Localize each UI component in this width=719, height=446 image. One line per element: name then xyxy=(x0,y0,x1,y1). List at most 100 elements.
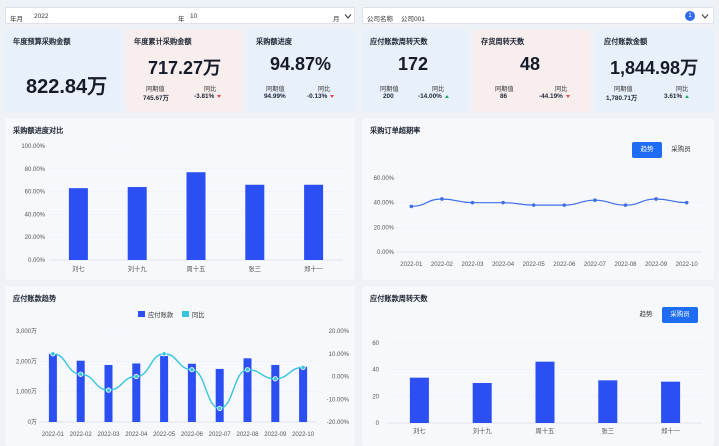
buyer-tab-button[interactable]: 采购员 xyxy=(662,307,698,323)
y-tick-label: 20.00% xyxy=(25,235,46,241)
month-value[interactable]: 10 xyxy=(190,13,198,20)
data-point xyxy=(684,200,689,205)
kpi-prev-label: 同期值 xyxy=(614,86,633,93)
x-tick-label: 2022-01 xyxy=(400,262,423,268)
y-tick-label: 0.00% xyxy=(28,258,46,264)
kpi-card-payable-amount: 应付账款金额 1,844.98万 同期值 1,780.71万 同比 3.61% xyxy=(596,30,714,112)
overdue-line-chart: 0.00% 20.00% 40.00% 60.00% 2022-01 2022-02 202… xyxy=(374,176,702,268)
bar xyxy=(472,383,492,423)
y-tick-label: 0.00% xyxy=(377,250,395,256)
bar xyxy=(243,358,252,422)
arrow-up-icon xyxy=(444,94,449,98)
bar xyxy=(535,361,555,423)
y-tick-label: 60.00% xyxy=(25,190,46,196)
data-point xyxy=(409,204,414,209)
y-tick-label-left: 0万 xyxy=(28,419,37,426)
bar xyxy=(598,380,618,423)
x-tick-label: 2022-03 xyxy=(461,262,484,268)
year-month-filter[interactable]: 年月 2022 年 10 月 xyxy=(5,7,355,24)
yoy-point xyxy=(272,376,278,382)
kpi-yoy: -14.00% xyxy=(418,93,449,100)
x-tick-label: 周十五 xyxy=(187,264,206,273)
trend-tab-button[interactable]: 趋势 xyxy=(632,142,662,158)
legend-bar-swatch xyxy=(138,311,145,317)
y-tick-label-right: -20.00% xyxy=(327,420,350,426)
y-tick-label-right: 10.00% xyxy=(329,352,350,358)
x-tick-label: 张三 xyxy=(249,264,262,273)
kpi-yoy-value: -0.13% xyxy=(307,93,328,100)
kpi-prev-value: 94.99% xyxy=(264,93,286,100)
panel-title: 采购订单超期率 xyxy=(370,126,421,135)
kpi-card-inventory-days: 存货周转天数 48 同期值 86 同比 -44.19% xyxy=(473,30,591,112)
x-tick-label: 2022-02 xyxy=(70,432,93,438)
x-tick-label: 2022-05 xyxy=(523,262,546,268)
yoy-point xyxy=(217,405,223,411)
kpi-yoy-value: -14.00% xyxy=(418,93,442,100)
company-value[interactable]: 公司001 xyxy=(401,16,425,23)
x-tick-label: 郑十一 xyxy=(661,426,681,435)
company-count-badge: 1 xyxy=(685,11,695,21)
x-tick-label: 刘七 xyxy=(72,264,85,273)
data-point xyxy=(440,197,444,201)
kpi-title: 采购额进度 xyxy=(256,37,292,46)
kpi-yoy-label: 同比 xyxy=(555,86,568,93)
x-tick-label: 2022-05 xyxy=(153,432,176,438)
x-tick-label: 2022-10 xyxy=(676,262,699,268)
kpi-value: 94.87% xyxy=(270,54,332,74)
arrow-down-icon xyxy=(217,94,222,98)
chevron-down-icon[interactable] xyxy=(344,13,352,20)
y-tick-label: 40 xyxy=(372,368,379,374)
y-tick-label-right: 20.00% xyxy=(329,329,350,335)
kpi-prev-label: 同期值 xyxy=(266,86,285,93)
legend-bar-label: 应付账款 xyxy=(148,312,174,319)
data-point xyxy=(562,203,567,207)
kpi-card-payable-days: 应付账款周转天数 172 同期值 200 同比 -14.00% xyxy=(362,30,468,112)
y-tick-label-left: 1,000万 xyxy=(16,389,37,396)
yoy-point xyxy=(50,351,56,357)
y-tick-label: 60 xyxy=(372,341,379,347)
x-tick-label: 郑十一 xyxy=(304,264,324,273)
kpi-card-budget: 年度预算采购金额 822.84万 xyxy=(5,30,121,112)
data-point xyxy=(654,197,658,201)
bar xyxy=(245,184,265,260)
kpi-title: 年度预算采购金额 xyxy=(13,37,71,46)
month-unit: 月 xyxy=(333,16,340,23)
company-filter[interactable]: 公司名称 公司001 1 xyxy=(362,7,714,24)
y-tick-label-right: -10.00% xyxy=(327,397,350,403)
bar xyxy=(68,188,88,260)
y-tick-label: 20.00% xyxy=(374,225,395,231)
x-tick-label: 2022-10 xyxy=(292,432,315,438)
kpi-prev-label: 同期值 xyxy=(495,86,514,93)
y-tick-label-left: 3,000万 xyxy=(16,328,37,335)
bar xyxy=(304,184,324,260)
arrow-down-icon xyxy=(565,94,570,98)
year-value[interactable]: 2022 xyxy=(34,13,49,20)
kpi-yoy-value: -3.81% xyxy=(194,93,215,100)
kpi-yoy-label: 同比 xyxy=(204,86,217,93)
company-label: 公司名称 xyxy=(367,16,393,23)
kpi-title: 应付账款周转天数 xyxy=(370,37,428,46)
kpi-prev-label: 同期值 xyxy=(146,86,165,93)
kpi-title: 应付账款金额 xyxy=(604,37,648,46)
bar xyxy=(160,355,169,422)
x-tick-label: 刘十九 xyxy=(473,426,493,435)
buyer-tab-button[interactable]: 采购员 xyxy=(671,146,691,153)
bar xyxy=(48,353,57,422)
kpi-title: 年度累计采购金额 xyxy=(134,37,192,46)
arrow-up-icon xyxy=(685,94,690,98)
kpi-yoy-value: 3.61% xyxy=(664,93,683,100)
payable-combo-chart: 0万 1,000万 2,000万 3,000万 -20.00% -10.00% 0.00% 1… xyxy=(16,328,350,438)
trend-tab-button[interactable]: 趋势 xyxy=(639,311,653,318)
chevron-down-icon[interactable] xyxy=(701,13,709,20)
kpi-yoy-label: 同比 xyxy=(676,86,689,93)
kpi-value: 48 xyxy=(520,54,541,74)
yoy-point xyxy=(300,364,306,371)
kpi-prev-label: 同期值 xyxy=(380,86,399,93)
bar xyxy=(299,366,308,422)
kpi-yoy: -0.13% xyxy=(307,93,335,100)
x-tick-label: 刘七 xyxy=(413,426,426,435)
yoy-point xyxy=(189,367,195,373)
y-tick-label: 0 xyxy=(376,421,380,427)
payable-turnover-panel: 应付账款周转天数 趋势 采购员 0 20 40 60 刘七 刘十九 周十五 张三 郑十一 xyxy=(362,286,714,446)
kpi-yoy-label: 同比 xyxy=(432,86,445,93)
